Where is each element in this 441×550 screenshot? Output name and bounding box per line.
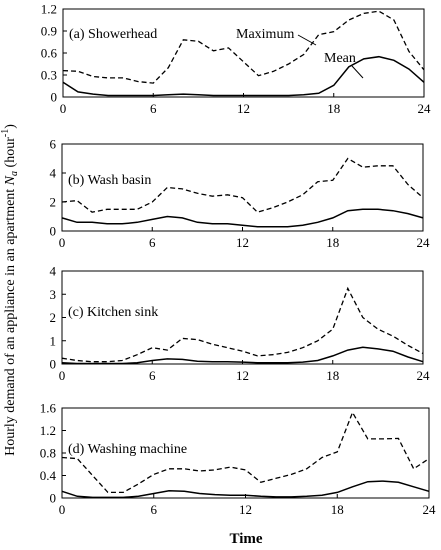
wash-basin-x-tick-label: 0 (59, 235, 66, 250)
panel-washing-machine: 0 0.4 0.8 1.2 1.6 0 6 12 18 24 (d) Washing machine (40, 401, 436, 518)
showerhead-y-tick-label: 0.6 (41, 46, 58, 61)
washing-machine-x-tick-label: 0 (59, 502, 66, 517)
wash-basin-panel-title: (b) Wash basin (68, 173, 151, 188)
wash-basin-y-tick-label: 2 (50, 195, 57, 210)
showerhead-y-tick-label: 0.3 (41, 68, 57, 83)
washing-machine-x-tick-label: 24 (423, 502, 437, 517)
kitchen-sink-y-tick-label: 1 (50, 333, 57, 348)
washing-machine-y-tick-label: 1.2 (40, 423, 56, 438)
showerhead-plot-frame (62, 8, 425, 98)
kitchen-sink-x-tick-label: 24 (417, 368, 431, 383)
wash-basin-mean-line (61, 208, 424, 228)
wash-basin-x-tick-label: 6 (149, 235, 156, 250)
maximum-leader-line (297, 34, 317, 46)
washing-machine-x-tick-label: 6 (151, 502, 158, 517)
panels-group: 00.30.60.91.20 6 12 18 24(a) Showerhead02460… (40, 2, 436, 518)
wash-basin-y-tick-label: 4 (50, 166, 57, 181)
kitchen-sink-panel-title: (c) Kitchen sink (68, 305, 158, 320)
kitchen-sink-y-tick-label: 0 (50, 357, 57, 372)
showerhead-maximum-line (62, 10, 425, 84)
washing-machine-y-tick-label: 0 (50, 491, 57, 506)
kitchen-sink-x-tick-label: 18 (326, 368, 339, 383)
kitchen-sink-mean-line (61, 346, 424, 365)
washing-machine-panel-title: (d) Washing machine (68, 442, 187, 457)
showerhead-x-tick-label: 18 (327, 101, 340, 116)
kitchen-sink-x-tick-label: 12 (236, 368, 249, 383)
washing-machine-y-tick-label: 0.4 (40, 468, 57, 483)
kitchen-sink-maximum-line (61, 286, 424, 363)
wash-basin-maximum-line (61, 157, 424, 213)
wash-basin-y-tick-label: 0 (50, 224, 57, 239)
washing-machine-x-tick-label: 18 (331, 502, 344, 517)
wash-basin-x-tick-label: 18 (326, 235, 339, 250)
showerhead-y-tick-label: 0 (51, 90, 58, 105)
maximum-annotation-label: Maximum (236, 27, 294, 42)
washing-machine-maximum-line (61, 411, 430, 494)
kitchen-sink-x-tick-label: 0 (59, 368, 66, 383)
y-axis-label: Hourly demand of an appliance in an apar… (0, 124, 20, 456)
showerhead-mean-line (62, 55, 425, 97)
washing-machine-mean-line (61, 480, 430, 499)
kitchen-sink-x-tick-label: 6 (149, 368, 156, 383)
showerhead-x-tick-label: 0 (60, 101, 67, 116)
showerhead-y-tick-label: 1.2 (41, 2, 57, 17)
wash-basin-y-tick-label: 6 (50, 137, 57, 152)
kitchen-sink-y-tick-label: 4 (50, 264, 57, 279)
mean-annotation-label: Mean (324, 51, 356, 66)
showerhead-x-tick-label: 6 (150, 101, 157, 116)
mean-leader-line (351, 65, 364, 79)
annotations: Maximum Mean (236, 27, 364, 79)
washing-machine-y-tick-label: 0.8 (40, 446, 56, 461)
showerhead-y-tick-label: 0.9 (41, 24, 57, 39)
showerhead-x-tick-label: 12 (237, 101, 250, 116)
showerhead-x-tick-label: 24 (418, 101, 432, 116)
x-axis-label: Time (229, 531, 262, 547)
wash-basin-x-tick-label: 12 (236, 235, 249, 250)
panel-showerhead: 0 0.3 0.6 0.9 1.2 0 6 12 18 24 (a) Showerhead (41, 2, 431, 117)
showerhead-panel-title: (a) Showerhead (69, 27, 157, 42)
kitchen-sink-y-tick-label: 3 (50, 287, 57, 302)
washing-machine-x-tick-label: 12 (239, 502, 252, 517)
kitchen-sink-y-tick-label: 2 (50, 310, 57, 325)
washing-machine-y-tick-label: 1.6 (40, 401, 57, 416)
wash-basin-x-tick-label: 24 (417, 235, 431, 250)
